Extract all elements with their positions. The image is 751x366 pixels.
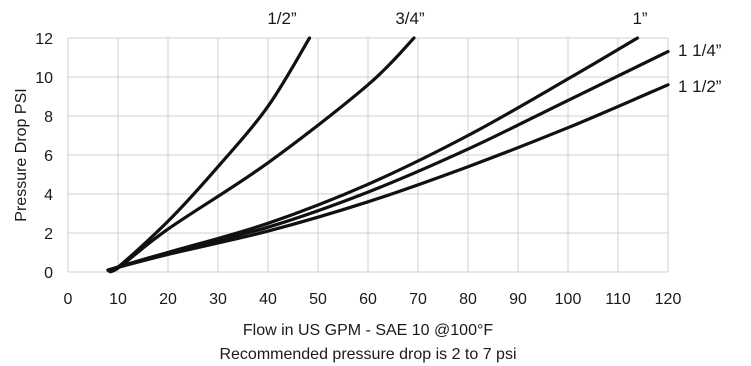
- y-tick-label: 6: [44, 148, 53, 165]
- series-label: 1”: [632, 9, 647, 28]
- x-tick-label: 20: [159, 291, 177, 308]
- x-tick-label: 50: [309, 291, 327, 308]
- x-tick-label: 60: [359, 291, 377, 308]
- x-tick-label: 40: [259, 291, 277, 308]
- x-axis-title: Flow in US GPM - SAE 10 @100°F: [243, 322, 494, 339]
- series-label: 1 1/4”: [678, 41, 722, 60]
- y-tick-label: 8: [44, 109, 53, 126]
- y-tick-label: 10: [35, 70, 53, 87]
- series-labels: 1/2” 3/4” 1” 1 1/4” 1 1/2”: [267, 9, 721, 96]
- series-lines: [106, 36, 670, 274]
- x-tick-label: 80: [459, 291, 477, 308]
- y-tick-label: 2: [44, 226, 53, 243]
- x-tick-label: 70: [409, 291, 427, 308]
- series-line: [106, 83, 670, 272]
- x-tick-label: 100: [555, 291, 582, 308]
- x-tick-label: 30: [209, 291, 227, 308]
- x-tick-label: 0: [64, 291, 73, 308]
- series-label: 3/4”: [395, 9, 425, 28]
- y-tick-label: 12: [35, 31, 53, 48]
- y-tick-label: 4: [44, 187, 53, 204]
- x-tick-label: 10: [109, 291, 127, 308]
- tick-labels: 0 10 20 30 40 50 60 70 80 90 100 110 120 0 2 4 6 8 10 12: [35, 31, 681, 308]
- series-line: [106, 50, 670, 272]
- y-axis-title: Pressure Drop PSI: [13, 88, 30, 221]
- series-label: 1/2”: [267, 9, 297, 28]
- x-tick-label: 110: [605, 291, 631, 308]
- series-label: 1 1/2”: [678, 77, 722, 96]
- chart-note: Recommended pressure drop is 2 to 7 psi: [219, 346, 516, 363]
- y-tick-label: 0: [44, 265, 53, 282]
- x-tick-label: 90: [509, 291, 527, 308]
- series-line: [106, 36, 640, 272]
- x-tick-label: 120: [655, 291, 682, 308]
